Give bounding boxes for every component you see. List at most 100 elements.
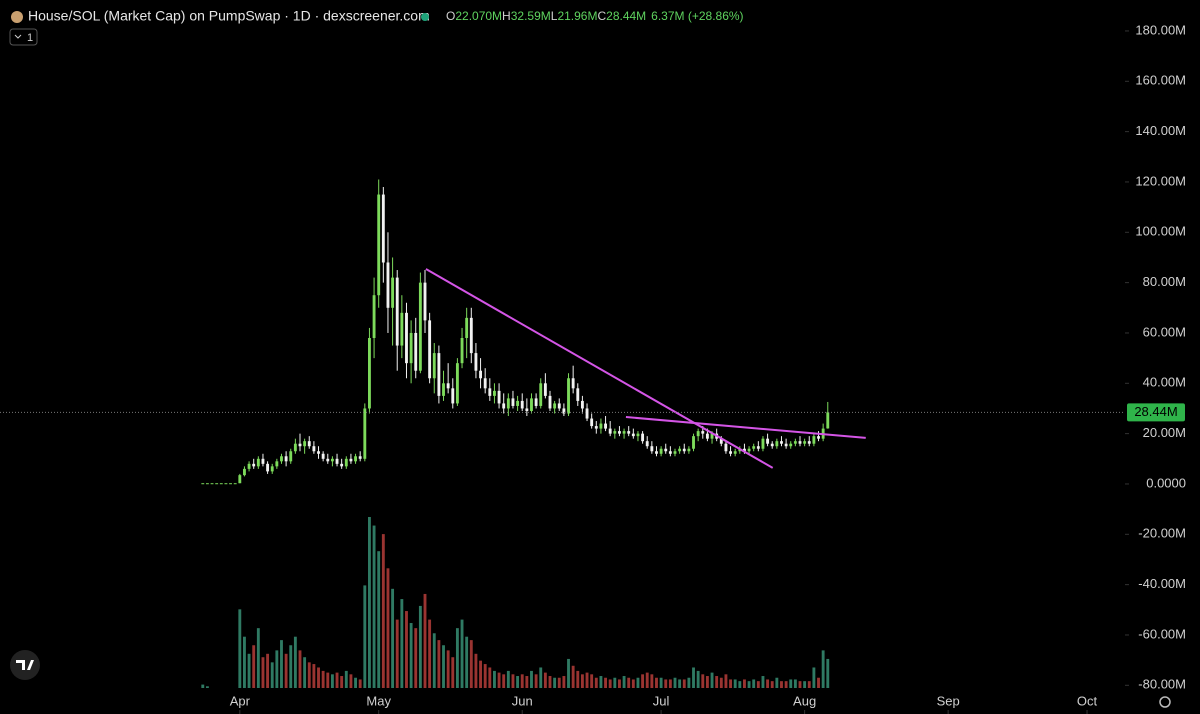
volume-bar <box>743 679 746 688</box>
candle-body <box>766 438 770 444</box>
candle-body <box>664 448 668 452</box>
volume-bar <box>446 650 450 688</box>
volume-bar <box>340 676 344 688</box>
candle-body <box>608 428 612 434</box>
candle-body <box>395 277 399 346</box>
volume-bar <box>599 676 603 688</box>
candle-body <box>400 312 404 346</box>
x-tick-label: Sep <box>937 693 960 708</box>
volume-bar <box>423 593 427 688</box>
volume-bar <box>761 676 765 688</box>
volume-bar <box>451 657 455 688</box>
volume-bar <box>557 677 561 688</box>
interval-label: 1 <box>27 32 33 44</box>
candle-body <box>743 448 746 452</box>
candle-body <box>238 475 242 484</box>
candle-body <box>437 353 441 396</box>
y-tick-label: 80.00M <box>1143 274 1186 289</box>
volume-bar <box>506 670 510 688</box>
candle-body <box>284 456 288 462</box>
candle-body <box>386 262 390 308</box>
candle-body <box>756 446 760 449</box>
volume-bar <box>205 686 209 688</box>
volume-bar <box>562 676 566 688</box>
volume-bar <box>488 667 492 688</box>
volume-bar <box>256 628 260 688</box>
candle-body <box>497 390 501 404</box>
volume-bar <box>784 681 788 688</box>
candle-body <box>358 456 362 459</box>
volume-bar <box>655 677 658 688</box>
candle-body <box>423 282 427 321</box>
volume-bar <box>668 679 672 688</box>
trend-line <box>625 416 866 439</box>
status-dot <box>421 13 429 21</box>
candle-body <box>618 431 621 434</box>
volume-bar <box>687 677 691 688</box>
volume-bar <box>354 677 357 688</box>
volume-bar <box>696 670 700 688</box>
volume-bar <box>520 674 524 688</box>
candle-body <box>807 441 811 444</box>
candle-body <box>479 370 482 379</box>
volume-bar <box>418 605 422 688</box>
volume-bar <box>812 667 816 688</box>
candle-body <box>414 332 418 371</box>
ohlc-value: 32.59M <box>511 9 551 23</box>
volume-bar <box>437 640 441 688</box>
volume-bar <box>807 681 811 688</box>
settings-icon[interactable] <box>1159 696 1171 708</box>
y-tick-label: 160.00M <box>1135 73 1186 88</box>
candle-body <box>803 441 807 444</box>
y-tick-label: -80.00M <box>1138 677 1186 692</box>
candle-body <box>432 353 436 379</box>
candle-body <box>303 441 307 447</box>
volume-bar <box>330 674 334 688</box>
candle-body <box>826 412 830 429</box>
volume-bar <box>335 672 339 688</box>
candle-body <box>363 408 367 459</box>
candle-body <box>747 448 751 452</box>
candle-body <box>585 408 589 419</box>
volume-bar <box>594 677 598 688</box>
change: 6.37M (+28.86%) <box>651 9 743 23</box>
volume-bar <box>493 670 496 688</box>
candle-body <box>391 277 395 308</box>
candle-body <box>511 398 515 406</box>
volume-bar <box>280 640 283 688</box>
candle-body <box>692 436 695 449</box>
volume-bar <box>307 662 311 688</box>
candle-body <box>548 395 552 409</box>
volume-bar <box>252 645 256 688</box>
candle-body <box>696 431 700 437</box>
candle-body <box>442 383 445 396</box>
volume-bar <box>682 679 686 688</box>
volume-bar <box>511 674 515 688</box>
candle-body <box>270 466 274 472</box>
volume-bar <box>756 681 760 688</box>
candle-body <box>798 441 802 444</box>
volume-bar <box>395 619 399 688</box>
candle-body <box>219 483 223 485</box>
candle-body <box>599 423 603 429</box>
candle-body <box>469 317 473 354</box>
candle-body <box>553 403 557 409</box>
volume-bar <box>474 653 478 688</box>
volume-bar <box>585 672 589 688</box>
volume-bar <box>363 585 367 688</box>
interval-button[interactable] <box>9 28 38 46</box>
volume-bar <box>641 674 645 688</box>
volume-bar <box>381 534 385 688</box>
candle-body <box>506 398 510 409</box>
x-tick-label: Jul <box>653 693 670 708</box>
candle-body <box>243 468 246 476</box>
candle-body <box>516 400 520 406</box>
y-tick-label: 40.00M <box>1143 375 1186 390</box>
candle-body <box>761 438 765 449</box>
candle-body <box>534 398 538 406</box>
volume-bar <box>289 645 293 688</box>
candle-body <box>622 431 626 434</box>
candle-body <box>321 453 325 459</box>
y-tick-label: 180.00M <box>1135 22 1186 37</box>
candle-body <box>455 363 459 404</box>
